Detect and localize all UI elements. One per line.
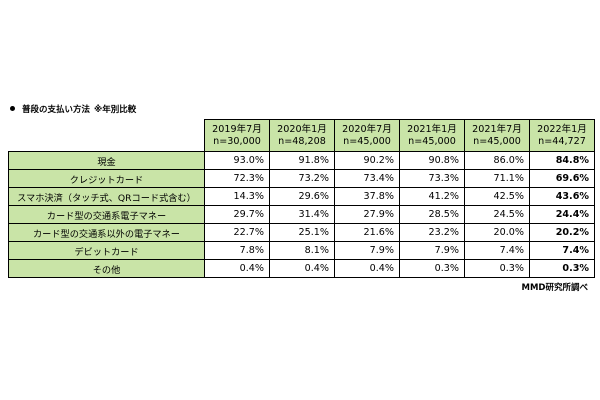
value-cell: 71.1% xyxy=(464,169,530,188)
table-row: デビットカード 7.8% 8.1% 7.9% 7.9% 7.4% 7.4% xyxy=(8,241,595,260)
value-cell: 93.0% xyxy=(204,151,270,170)
value-cell: 73.4% xyxy=(334,169,400,188)
value-cell: 43.6% xyxy=(529,187,595,206)
title-note: ※年別比較 xyxy=(94,105,137,115)
row-label: カード型の交通系電子マネー xyxy=(8,205,205,224)
value-cell: 24.5% xyxy=(464,205,530,224)
value-cell: 0.4% xyxy=(204,259,270,278)
payment-methods-table: 2019年7月 n=30,000 2020年1月 n=48,208 2020年7月 n… xyxy=(8,119,595,278)
row-label: クレジットカード xyxy=(8,169,205,188)
column-header: 2020年7月 n=45,000 xyxy=(334,119,400,152)
row-label: カード型の交通系以外の電子マネー xyxy=(8,223,205,242)
source-note: MMD研究所調べ xyxy=(521,283,588,293)
table-row: スマホ決済（タッチ式、QRコード式含む） 14.3% 29.6% 37.8% 41.2%… xyxy=(8,187,595,206)
column-header: 2020年1月 n=48,208 xyxy=(269,119,335,152)
value-cell: 0.4% xyxy=(334,259,400,278)
table-row: カード型の交通系以外の電子マネー 22.7% 25.1% 21.6% 23.2% 20.0… xyxy=(8,223,595,242)
value-cell: 86.0% xyxy=(464,151,530,170)
value-cell: 29.7% xyxy=(204,205,270,224)
value-cell: 24.4% xyxy=(529,205,595,224)
value-cell: 0.4% xyxy=(269,259,335,278)
value-cell: 20.2% xyxy=(529,223,595,242)
title-text: 普段の支払い方法 xyxy=(22,105,91,115)
value-cell: 31.4% xyxy=(269,205,335,224)
value-cell: 0.3% xyxy=(399,259,465,278)
header-row: 2019年7月 n=30,000 2020年1月 n=48,208 2020年7月 n… xyxy=(8,119,595,152)
value-cell: 23.2% xyxy=(399,223,465,242)
value-cell: 8.1% xyxy=(269,241,335,260)
header-blank-cell xyxy=(8,119,205,152)
value-cell: 7.9% xyxy=(399,241,465,260)
value-cell: 7.4% xyxy=(529,241,595,260)
value-cell: 73.2% xyxy=(269,169,335,188)
value-cell: 27.9% xyxy=(334,205,400,224)
value-cell: 37.8% xyxy=(334,187,400,206)
value-cell: 7.9% xyxy=(334,241,400,260)
table-title: 普段の支払い方法 ※年別比較 xyxy=(10,103,136,115)
value-cell: 69.6% xyxy=(529,169,595,188)
value-cell: 84.8% xyxy=(529,151,595,170)
value-cell: 73.3% xyxy=(399,169,465,188)
table-row: カード型の交通系電子マネー 29.7% 31.4% 27.9% 28.5% 24.5% 24… xyxy=(8,205,595,224)
value-cell: 0.3% xyxy=(529,259,595,278)
column-header: 2019年7月 n=30,000 xyxy=(204,119,270,152)
value-cell: 72.3% xyxy=(204,169,270,188)
row-label: その他 xyxy=(8,259,205,278)
value-cell: 7.8% xyxy=(204,241,270,260)
value-cell: 29.6% xyxy=(269,187,335,206)
table-row: その他 0.4% 0.4% 0.4% 0.3% 0.3% 0.3% xyxy=(8,259,595,278)
value-cell: 14.3% xyxy=(204,187,270,206)
value-cell: 7.4% xyxy=(464,241,530,260)
value-cell: 90.2% xyxy=(334,151,400,170)
value-cell: 28.5% xyxy=(399,205,465,224)
value-cell: 90.8% xyxy=(399,151,465,170)
value-cell: 42.5% xyxy=(464,187,530,206)
bullet-icon xyxy=(10,106,15,111)
value-cell: 25.1% xyxy=(269,223,335,242)
column-header: 2022年1月 n=44,727 xyxy=(529,119,595,152)
table-row: クレジットカード 72.3% 73.2% 73.4% 73.3% 71.1% 69.6% xyxy=(8,169,595,188)
value-cell: 22.7% xyxy=(204,223,270,242)
row-label: スマホ決済（タッチ式、QRコード式含む） xyxy=(8,187,205,206)
value-cell: 21.6% xyxy=(334,223,400,242)
value-cell: 0.3% xyxy=(464,259,530,278)
column-header: 2021年7月 n=45,000 xyxy=(464,119,530,152)
column-header: 2021年1月 n=45,000 xyxy=(399,119,465,152)
value-cell: 41.2% xyxy=(399,187,465,206)
row-label: 現金 xyxy=(8,151,205,170)
value-cell: 91.8% xyxy=(269,151,335,170)
value-cell: 20.0% xyxy=(464,223,530,242)
row-label: デビットカード xyxy=(8,241,205,260)
table-row: 現金 93.0% 91.8% 90.2% 90.8% 86.0% 84.8% xyxy=(8,151,595,170)
